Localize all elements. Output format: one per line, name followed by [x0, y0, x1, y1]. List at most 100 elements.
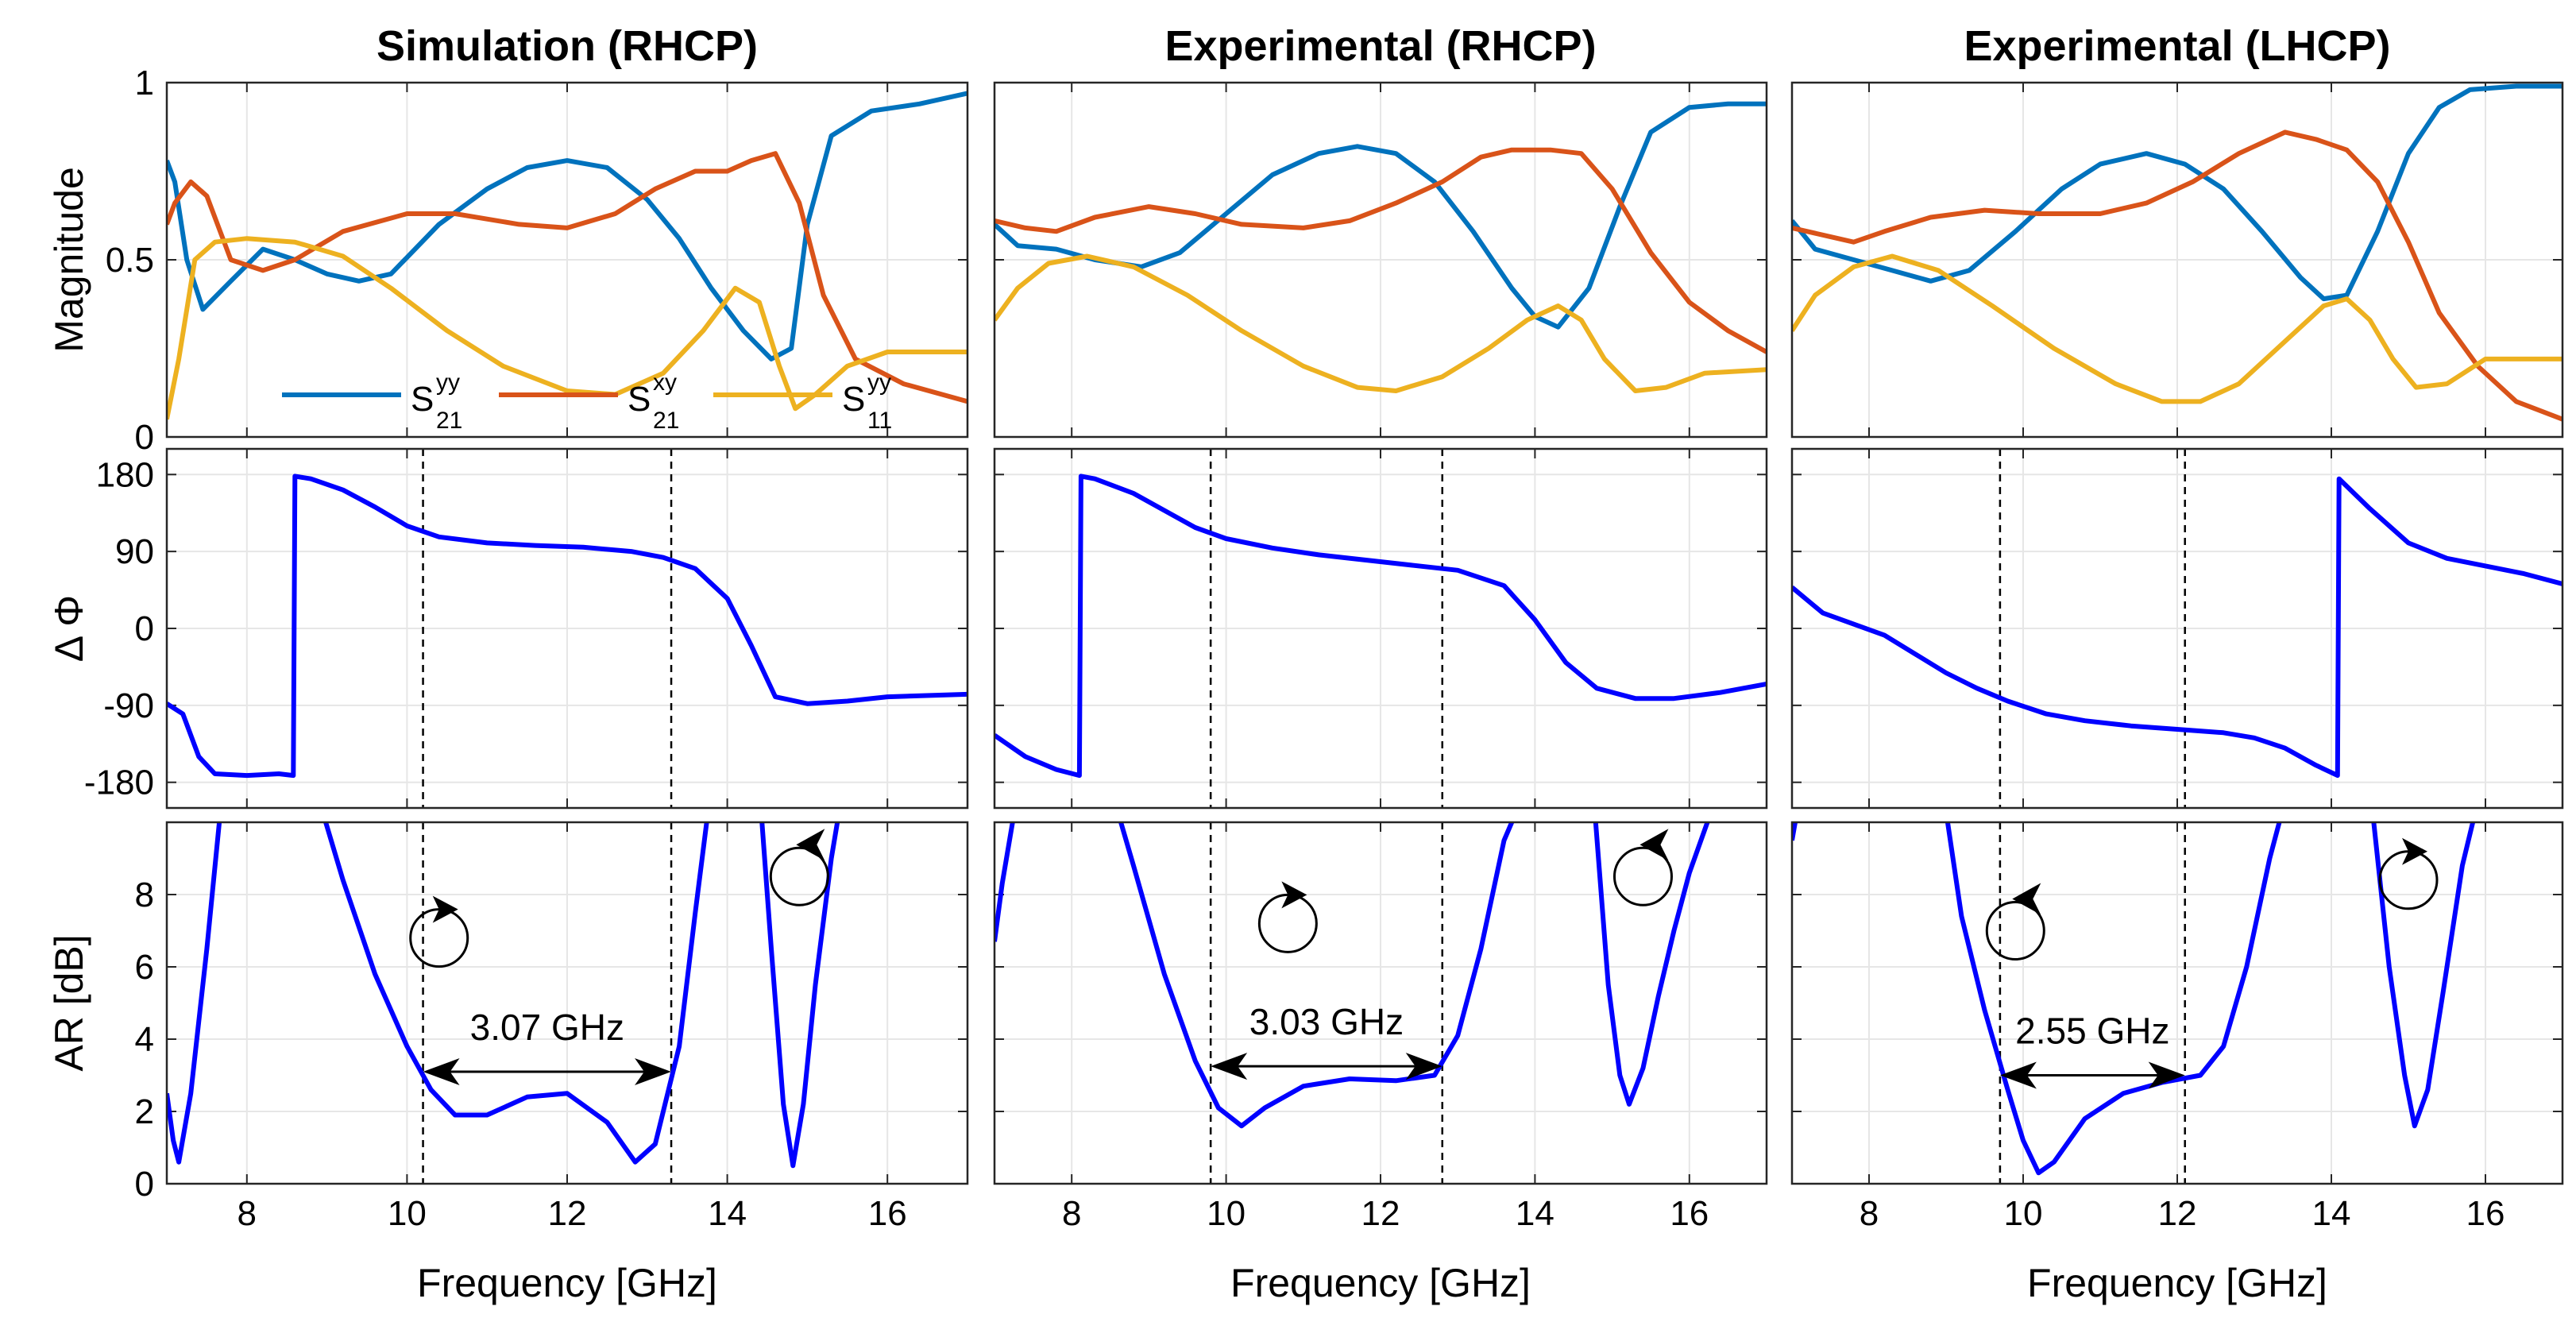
- series-line: [167, 151, 967, 404]
- series-line: [994, 473, 1767, 779]
- bandwidth-label: 3.07 GHz: [470, 1007, 624, 1048]
- legend-label-sup: yy: [867, 369, 891, 396]
- bandwidth-arrowhead-left: [1999, 1061, 2037, 1089]
- tick-label-x: 8: [1062, 1194, 1081, 1233]
- tick-label-y: 4: [135, 1020, 154, 1059]
- curves: [1792, 822, 2476, 1176]
- axes-box: [1790, 447, 2564, 810]
- axes-box: [1790, 821, 2564, 1185]
- tick-label-x: 12: [2158, 1194, 2197, 1233]
- bandwidth-label: 3.03 GHz: [1249, 1001, 1404, 1042]
- curves: [994, 473, 1767, 779]
- ar-curve-segment: [1792, 822, 1798, 841]
- tick-label-x: 16: [1670, 1194, 1709, 1233]
- chart-title: Simulation (RHCP): [377, 22, 758, 70]
- x-axis-label: Frequency [GHz]: [2027, 1261, 2327, 1305]
- tick-label-y: 0: [135, 609, 154, 648]
- tick-label-y: 0: [135, 1165, 154, 1204]
- tick-label-y: 0.5: [106, 241, 154, 280]
- tick-label-x: 16: [868, 1194, 907, 1233]
- series-line: [1792, 476, 2562, 779]
- tick-label-x: 14: [708, 1194, 747, 1233]
- rotation-arrow-icon: [2012, 883, 2041, 915]
- curves: [167, 473, 967, 779]
- rotation-arrow-icon: [2402, 837, 2427, 865]
- ar-curve-segment: [322, 822, 709, 1165]
- panel-exp-rhcp-magnitude: Experimental (RHCP): [993, 22, 1768, 439]
- legend-label-sub: 11: [867, 408, 892, 434]
- chart-title: Experimental (LHCP): [1964, 22, 2390, 70]
- tick-label-x: 10: [388, 1194, 427, 1233]
- tick-label-x: 10: [1207, 1194, 1246, 1233]
- bandwidth-arrowhead-right: [1405, 1053, 1442, 1080]
- panel-sim-rhcp-phase-diff: -180 -90 0 90 180 Δ Φ: [47, 447, 969, 810]
- series-line: [994, 147, 1767, 354]
- axes-box: [165, 821, 969, 1185]
- series-line: [994, 253, 1767, 393]
- rotation-arrow-icon: [796, 829, 825, 861]
- ar-curve-segment: [1945, 822, 2282, 1176]
- panel-exp-rhcp-axial-ratio: 3.03 GHz 8 10 12 14 16 Frequency [GHz]: [993, 821, 1768, 1305]
- series-line: [1792, 129, 2562, 422]
- tick-label-x: 12: [1361, 1194, 1400, 1233]
- ar-curve-segment: [994, 822, 1015, 942]
- curves: [994, 101, 1767, 393]
- tick-label-y: -180: [84, 763, 154, 802]
- y-axis-label: AR [dB]: [47, 934, 91, 1071]
- tick-label-y: 2: [135, 1092, 154, 1131]
- legend-label-sup: yy: [436, 369, 460, 396]
- axes-box: [993, 821, 1768, 1185]
- legend-label-sup: xy: [653, 369, 677, 396]
- panel-exp-rhcp-phase-diff: [993, 447, 1768, 810]
- tick-label-x: 14: [2312, 1194, 2351, 1233]
- rotation-arrow-icon: [1639, 829, 1669, 861]
- panel-exp-lhcp-magnitude: Experimental (LHCP): [1790, 22, 2564, 439]
- ar-curve-segment: [167, 822, 222, 1165]
- ar-curve-segment: [2371, 822, 2476, 1129]
- tick-label-y: 1: [135, 64, 154, 102]
- series-line: [1792, 253, 2562, 404]
- rotation-circle-icon: [1612, 846, 1673, 906]
- chart-title: Experimental (RHCP): [1164, 22, 1596, 70]
- rotation-circle-icon: [769, 846, 829, 906]
- y-axis-label: Magnitude: [47, 167, 91, 353]
- legend-label-sub: 21: [653, 408, 679, 434]
- legend-label-base: S: [628, 380, 651, 419]
- bandwidth-arrowhead-left: [423, 1057, 460, 1085]
- x-axis-label: Frequency [GHz]: [1230, 1261, 1531, 1305]
- bandwidth-arrowhead-left: [1211, 1053, 1248, 1080]
- tick-label-y: -90: [103, 686, 154, 725]
- axes-box: [165, 447, 969, 810]
- legend-label-base: S: [842, 380, 865, 419]
- tick-label-x: 10: [2004, 1194, 2043, 1233]
- axes-box: [993, 447, 1768, 810]
- series-line: [167, 91, 967, 361]
- curves: [167, 822, 840, 1169]
- bandwidth-label: 2.55 GHz: [2015, 1011, 2169, 1052]
- rotation-arrow-icon: [432, 895, 458, 923]
- tick-label-x: 16: [2466, 1194, 2505, 1233]
- y-axis-label: Δ Φ: [47, 595, 91, 662]
- panel-exp-lhcp-phase-diff: [1790, 447, 2564, 810]
- axes-box: [993, 81, 1768, 439]
- ar-curve-segment: [1593, 822, 1710, 1107]
- legend-label-sub: 21: [436, 408, 462, 434]
- rotation-circle-icon: [1985, 901, 2045, 960]
- rotation-arrow-icon: [1281, 881, 1307, 909]
- curves: [994, 822, 1710, 1129]
- tick-label-y: 180: [96, 455, 154, 494]
- tick-label-x: 14: [1516, 1194, 1554, 1233]
- panel-sim-rhcp-axial-ratio: 3.07 GHz 0 2 4 6 8 8 10 12 14 16 Frequency [GHz] AR …: [47, 821, 969, 1305]
- axes-box: [1790, 81, 2564, 439]
- curves: [1792, 476, 2562, 779]
- curves: [1792, 83, 2562, 422]
- tick-label-y: 0: [135, 418, 154, 457]
- bandwidth-arrowhead-right: [2148, 1061, 2185, 1089]
- tick-label-x: 12: [548, 1194, 587, 1233]
- x-axis-label: Frequency [GHz]: [417, 1261, 717, 1305]
- axes-box: [165, 81, 969, 439]
- series-line: [167, 473, 967, 779]
